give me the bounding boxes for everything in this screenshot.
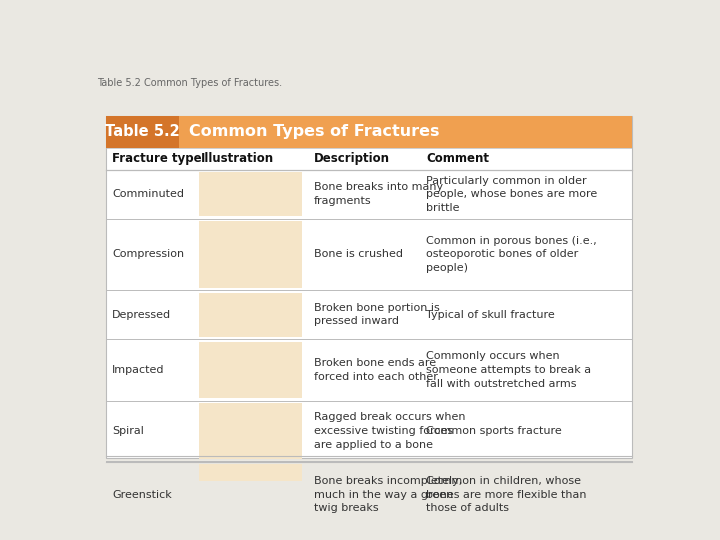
Bar [179, 116, 632, 148]
Text: Table 5.2 Common Types of Fractures.: Table 5.2 Common Types of Fractures. [96, 78, 282, 88]
Text: Typical of skull fracture: Typical of skull fracture [426, 310, 555, 320]
Text: Bone breaks into many
fragments: Bone breaks into many fragments [313, 183, 443, 206]
Text: Broken bone ends are
forced into each other: Broken bone ends are forced into each ot… [313, 358, 438, 382]
Text: Common Types of Fractures: Common Types of Fractures [189, 124, 440, 139]
Text: Common in porous bones (i.e.,
osteoporotic bones of older
people): Common in porous bones (i.e., osteoporot… [426, 236, 597, 273]
Text: Bone breaks incompletely,
much in the way a green
twig breaks: Bone breaks incompletely, much in the wa… [313, 476, 462, 514]
Bar [106, 116, 632, 458]
Text: Table 5.2: Table 5.2 [105, 124, 180, 139]
Bar [199, 403, 302, 458]
Text: Common in children, whose
bones are more flexible than
those of adults: Common in children, whose bones are more… [426, 476, 587, 514]
Text: Comment: Comment [426, 152, 490, 165]
Text: Depressed: Depressed [112, 310, 171, 320]
Text: Greenstick: Greenstick [112, 490, 172, 500]
Bar [106, 116, 179, 148]
Text: Broken bone portion is
pressed inward: Broken bone portion is pressed inward [313, 303, 439, 327]
Text: Description: Description [313, 152, 390, 165]
Text: Fracture type: Fracture type [112, 152, 202, 165]
Text: Bone is crushed: Bone is crushed [313, 249, 402, 259]
Text: Ragged break occurs when
excessive twisting forces
are applied to a bone: Ragged break occurs when excessive twist… [313, 413, 465, 449]
Bar [199, 463, 302, 526]
Text: Comminuted: Comminuted [112, 189, 184, 199]
Text: Compression: Compression [112, 249, 184, 259]
Bar [199, 293, 302, 337]
Bar [199, 342, 302, 399]
Text: Commonly occurs when
someone attempts to break a
fall with outstretched arms: Commonly occurs when someone attempts to… [426, 352, 591, 389]
Text: Illustration: Illustration [201, 152, 274, 165]
Text: Common sports fracture: Common sports fracture [426, 426, 562, 436]
Bar [199, 172, 302, 216]
Bar [199, 221, 302, 288]
Text: Spiral: Spiral [112, 426, 144, 436]
Text: Impacted: Impacted [112, 365, 165, 375]
Text: Particularly common in older
people, whose bones are more
brittle: Particularly common in older people, who… [426, 176, 598, 213]
